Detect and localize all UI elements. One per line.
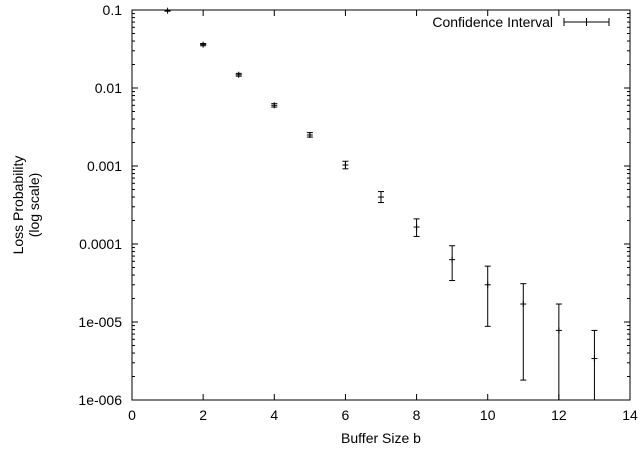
- y-axis-label-line-1: Loss Probability: [10, 156, 26, 255]
- error-bar-point: [484, 265, 491, 327]
- legend: Confidence Interval: [432, 14, 610, 30]
- x-tick-label: 10: [480, 407, 496, 423]
- y-axis-label: Loss Probability (log scale): [10, 156, 42, 255]
- x-tick-label: 12: [551, 407, 567, 423]
- y-tick-label: 1e-006: [78, 392, 122, 408]
- y-tick-label: 0.001: [87, 158, 122, 174]
- x-tick-label: 8: [413, 407, 421, 423]
- x-tick-label: 14: [622, 407, 638, 423]
- error-bar-point: [555, 303, 562, 400]
- y-tick-label: 0.01: [95, 80, 122, 96]
- x-tick-label: 6: [342, 407, 350, 423]
- y-tick-label: 1e-005: [78, 314, 122, 330]
- error-bar-point: [342, 160, 349, 170]
- error-bar-point: [235, 71, 242, 78]
- error-bar-point: [520, 283, 527, 381]
- x-tick-label: 2: [199, 407, 207, 423]
- x-axis: 0 2 4 6 8 10 12 14: [128, 10, 638, 423]
- x-tick-label: 0: [128, 407, 136, 423]
- y-axis: 0.1 0.01 0.001 0.0001 1e-005 1e-006: [78, 2, 630, 408]
- y-axis-label-line-2: (log scale): [26, 173, 42, 238]
- legend-label: Confidence Interval: [432, 14, 553, 30]
- error-bar-point: [271, 102, 278, 109]
- error-bar-point: [591, 329, 598, 400]
- error-bar-point: [413, 218, 420, 237]
- y-tick-label: 0.1: [103, 2, 123, 18]
- data-series: [164, 7, 598, 400]
- error-bar-point: [449, 245, 456, 282]
- error-bar-point: [306, 131, 313, 138]
- x-axis-label: Buffer Size b: [341, 430, 421, 446]
- y-tick-label: 0.0001: [79, 236, 122, 252]
- error-bar-point: [200, 41, 207, 48]
- plot-area-frame: [131, 9, 631, 401]
- error-bar-point: [378, 191, 384, 204]
- error-bar-point: [164, 7, 171, 14]
- x-tick-label: 4: [270, 407, 278, 423]
